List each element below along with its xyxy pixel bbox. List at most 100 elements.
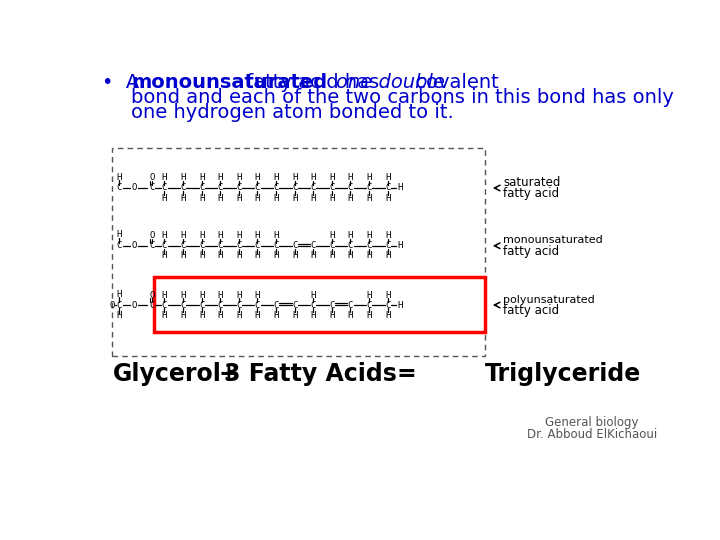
Text: H: H [236,251,241,260]
Text: General biology: General biology [546,416,639,429]
Text: H: H [236,173,241,183]
Text: C: C [274,301,279,309]
Text: H: H [162,291,167,300]
Text: H: H [310,310,316,320]
Text: H: H [329,193,335,202]
Text: H: H [180,231,186,240]
Text: H: H [217,291,223,300]
Text: C: C [366,301,372,309]
Text: H: H [117,231,122,239]
Text: C: C [162,301,167,309]
Text: one hydrogen atom bonded to it.: one hydrogen atom bonded to it. [131,103,454,122]
Text: H: H [274,251,279,260]
Text: C: C [162,184,167,192]
Text: C: C [274,241,279,250]
Text: C: C [255,241,260,250]
Text: fatty acid has: fatty acid has [240,72,386,91]
Text: C: C [329,184,335,192]
Text: C: C [366,241,372,250]
Text: C: C [217,241,223,250]
Text: C: C [385,241,390,250]
Text: C: C [236,241,241,250]
Text: H: H [117,290,122,299]
Text: H: H [199,231,204,240]
Text: H: H [236,291,241,300]
Text: H: H [255,231,260,240]
Text: C: C [117,184,122,192]
Text: H: H [329,310,335,320]
Text: C: C [199,301,204,309]
Text: H: H [292,173,297,183]
Text: H: H [385,193,390,202]
Text: H: H [255,173,260,183]
Text: H: H [162,251,167,260]
Text: H: H [397,241,402,250]
Text: H: H [274,310,279,320]
Text: C: C [348,241,353,250]
Text: H: H [117,173,122,182]
Text: H: H [162,173,167,183]
Text: H: H [348,310,353,320]
Text: H: H [366,310,372,320]
Text: C: C [366,184,372,192]
Text: C: C [217,184,223,192]
Text: H: H [397,184,402,192]
Text: O: O [132,184,137,192]
Text: C: C [117,301,122,309]
Text: H: H [180,310,186,320]
Text: H: H [217,231,223,240]
Text: H: H [199,291,204,300]
Text: C: C [348,301,353,309]
Text: H: H [180,193,186,202]
Text: H: H [348,231,353,240]
Text: O: O [149,173,155,183]
Text: =: = [396,362,416,386]
Text: saturated: saturated [503,176,560,189]
Text: H: H [162,231,167,240]
Text: H: H [292,193,297,202]
Text: C: C [255,301,260,309]
Text: H: H [217,193,223,202]
Text: C: C [292,241,297,250]
Text: H: H [255,251,260,260]
Text: C: C [149,241,155,250]
Text: C: C [162,241,167,250]
Text: H: H [180,291,186,300]
Text: covalent: covalent [408,72,498,91]
Text: C: C [310,241,316,250]
Text: C: C [217,301,223,309]
Text: H: H [385,310,390,320]
Text: monounsaturated: monounsaturated [503,235,603,245]
Text: H: H [217,310,223,320]
Text: C: C [329,301,335,309]
Text: •  A: • A [102,72,145,91]
Text: H: H [199,310,204,320]
Text: O: O [132,301,137,309]
Text: H: H [329,231,335,240]
Text: polyunsaturated: polyunsaturated [503,295,595,305]
Text: Triglyceride: Triglyceride [485,362,642,386]
Text: H: H [329,251,335,260]
Text: H: H [385,173,390,183]
Text: C: C [236,301,241,309]
Text: O: O [132,241,137,250]
Text: O: O [109,301,114,309]
Text: O: O [149,231,155,240]
Text: C: C [348,184,353,192]
Text: H: H [385,251,390,260]
Text: H: H [236,193,241,202]
Text: H: H [385,291,390,300]
Text: H: H [366,173,372,183]
Text: H: H [310,173,316,183]
Text: H: H [348,251,353,260]
Text: H: H [236,231,241,240]
Text: H: H [348,193,353,202]
Text: H: H [274,173,279,183]
Text: fatty acid: fatty acid [503,187,559,200]
Text: bond and each of the two carbons in this bond has only: bond and each of the two carbons in this… [131,88,674,107]
Text: C: C [199,241,204,250]
Text: 3 Fatty Acids: 3 Fatty Acids [225,362,397,386]
Text: H: H [292,251,297,260]
Text: fatty acid: fatty acid [503,245,559,258]
Text: H: H [255,291,260,300]
